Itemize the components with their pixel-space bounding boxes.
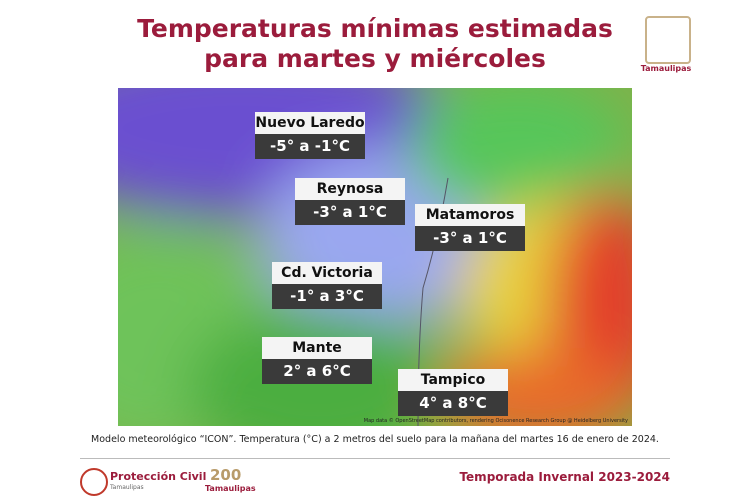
city-name: Reynosa xyxy=(295,178,405,200)
footer-center: Tamaulipas xyxy=(205,484,256,493)
temp-range: -1° a 3°C xyxy=(272,284,382,309)
city-name: Nuevo Laredo xyxy=(255,112,365,134)
attribution: Map data © OpenStreetMap contributors, r… xyxy=(364,417,628,424)
temp-range: -5° a -1°C xyxy=(255,134,365,159)
city-label: Tampico 4° a 8°C xyxy=(398,369,508,416)
temp-range: -3° a 1°C xyxy=(415,226,525,251)
city-label: Cd. Victoria -1° a 3°C xyxy=(272,262,382,309)
temp-range: -3° a 1°C xyxy=(295,200,405,225)
footer-left-sub: Tamaulipas xyxy=(110,484,144,491)
city-label: Mante 2° a 6°C xyxy=(262,337,372,384)
temp-range: 2° a 6°C xyxy=(262,359,372,384)
city-label: Matamoros -3° a 1°C xyxy=(415,204,525,251)
logo xyxy=(645,16,691,64)
city-label: Reynosa -3° a 1°C xyxy=(295,178,405,225)
footer-left: Protección Civil xyxy=(110,470,207,483)
city-name: Matamoros xyxy=(415,204,525,226)
divider xyxy=(80,458,670,459)
city-name: Cd. Victoria xyxy=(272,262,382,284)
footer-right: Temporada Invernal 2023-2024 xyxy=(459,470,670,484)
title-line: para martes y miércoles xyxy=(204,44,546,73)
city-label: Nuevo Laredo -5° a -1°C xyxy=(255,112,365,159)
anniv-logo: 200 xyxy=(210,466,242,484)
logo-text: Tamaulipas xyxy=(640,64,692,73)
temp-range: 4° a 8°C xyxy=(398,391,508,416)
title-line: Temperaturas mínimas estimadas xyxy=(137,14,613,43)
pc-logo xyxy=(80,468,108,496)
map: Map data © OpenStreetMap contributors, r… xyxy=(118,88,632,426)
caption: Modelo meteorológico “ICON”. Temperatura… xyxy=(91,434,659,445)
city-name: Tampico xyxy=(398,369,508,391)
city-name: Mante xyxy=(262,337,372,359)
